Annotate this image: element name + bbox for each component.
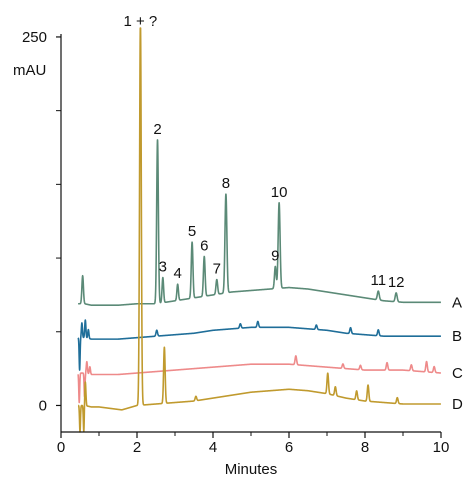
peak-label: 1 + ?: [124, 13, 158, 30]
peak-label: 2: [153, 121, 161, 138]
x-tick-label: 8: [361, 439, 369, 456]
x-tick-label: 6: [285, 439, 293, 456]
peak-label: 11: [371, 272, 387, 289]
trace-labels: AB CD: [452, 294, 463, 413]
trace-label-A: A: [452, 294, 462, 311]
peak-label: 7: [213, 261, 221, 278]
peak-label: 6: [200, 238, 208, 255]
x-ticks: 0 2 4 6 8 10: [57, 432, 450, 456]
peak-labels: 2 3 4 567 8 9 10 11 12 1 + ?: [124, 13, 405, 291]
y-tick-label: 0: [39, 397, 47, 414]
peak-label: 4: [174, 265, 182, 282]
peak-label: 3: [159, 259, 167, 276]
peak-label: 12: [388, 274, 405, 291]
x-axis-title: Minutes: [225, 461, 278, 477]
axes: [60, 34, 441, 433]
trace-label-C: C: [452, 365, 463, 382]
plot-traces: [77, 27, 442, 433]
x-tick-label: 4: [209, 439, 217, 456]
y-tick-label: 250: [22, 29, 47, 46]
peak-label: 5: [188, 223, 196, 240]
trace-label-D: D: [452, 396, 463, 413]
peak-label: 10: [271, 184, 288, 201]
y-ticks: 0 250: [22, 29, 61, 414]
trace-label-B: B: [452, 328, 462, 345]
x-tick-label: 2: [133, 439, 141, 456]
trace-A: [77, 139, 442, 307]
trace-D: [77, 27, 442, 433]
x-tick-label: 10: [433, 439, 450, 456]
x-tick-label: 0: [57, 439, 65, 456]
trace-C: [77, 355, 442, 404]
y-axis-unit: mAU: [13, 62, 46, 79]
peak-label: 9: [271, 248, 279, 265]
peak-label: 8: [222, 175, 230, 192]
